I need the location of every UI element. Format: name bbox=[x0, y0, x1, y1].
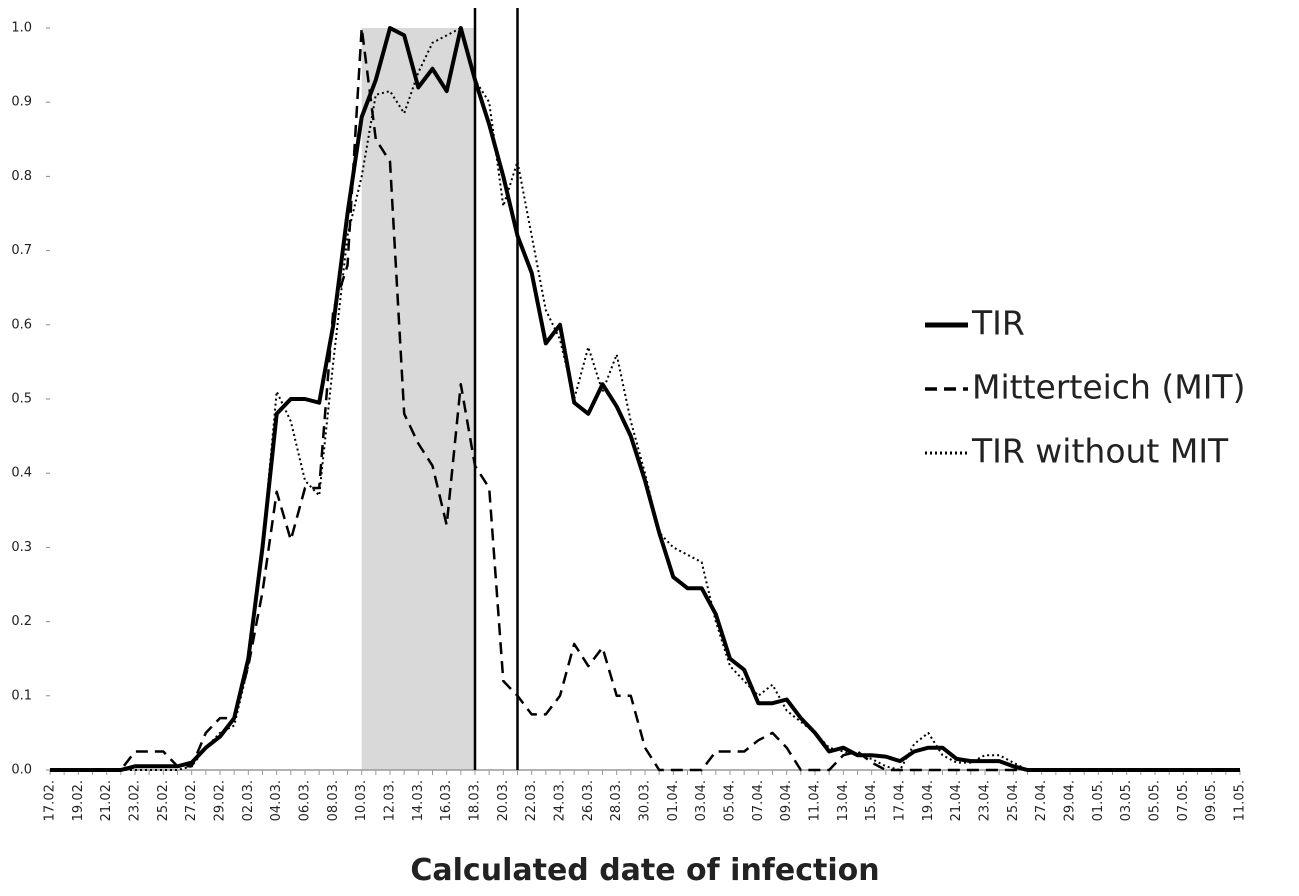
y-tick-label: 0.3 bbox=[11, 540, 32, 555]
y-tick-label: 0.0 bbox=[11, 763, 32, 778]
x-tick-label: 05.04. bbox=[723, 780, 738, 821]
x-tick-label: 01.05. bbox=[1091, 780, 1106, 821]
x-tick-label: 27.04. bbox=[1034, 780, 1049, 821]
x-tick-label: 07.04. bbox=[751, 780, 766, 821]
x-tick-label: 06.03. bbox=[298, 780, 313, 821]
y-tick-label: 0.5 bbox=[11, 392, 32, 407]
x-tick-label: 05.05. bbox=[1148, 780, 1163, 821]
x-tick-label: 20.03. bbox=[496, 780, 511, 821]
x-tick-label: 23.02. bbox=[128, 780, 143, 821]
x-tick-label: 19.02. bbox=[71, 780, 86, 821]
y-tick-label: 0.4 bbox=[11, 466, 32, 481]
x-tick-label: 09.04. bbox=[779, 780, 794, 821]
legend-label: TIR without MIT bbox=[971, 432, 1229, 471]
x-tick-label: 16.03. bbox=[439, 780, 454, 821]
y-tick-label: 0.8 bbox=[11, 169, 32, 184]
x-tick-label: 21.04. bbox=[949, 780, 964, 821]
x-tick-label: 02.03. bbox=[241, 780, 256, 821]
x-tick-label: 21.02. bbox=[99, 780, 114, 821]
x-tick-label: 10.03. bbox=[354, 780, 369, 821]
x-tick-label: 09.05. bbox=[1204, 780, 1219, 821]
x-tick-label: 18.03. bbox=[468, 780, 483, 821]
legend-label: Mitterteich (MIT) bbox=[972, 368, 1245, 407]
series-line bbox=[50, 27, 1240, 771]
x-tick-label: 22.03. bbox=[524, 780, 539, 821]
x-tick-label: 15.04. bbox=[864, 780, 879, 821]
legend-label: TIR bbox=[971, 304, 1025, 343]
x-tick-label: 29.02. bbox=[213, 780, 228, 821]
x-tick-label: 07.05. bbox=[1176, 780, 1191, 821]
x-tick-label: 26.03. bbox=[581, 780, 596, 821]
x-tick-label: 24.03. bbox=[553, 780, 568, 821]
y-tick-label: 0.7 bbox=[11, 243, 32, 258]
x-tick-label: 28.03. bbox=[609, 780, 624, 821]
x-tick-label: 19.04. bbox=[921, 780, 936, 821]
x-tick-label: 04.03. bbox=[269, 780, 284, 821]
x-tick-label: 12.03. bbox=[383, 780, 398, 821]
x-tick-label: 17.04. bbox=[893, 780, 908, 821]
x-tick-label: 11.05. bbox=[1233, 780, 1248, 821]
x-tick-label: 29.04. bbox=[1063, 780, 1078, 821]
x-tick-label: 25.04. bbox=[1006, 780, 1021, 821]
x-tick-label: 03.04. bbox=[694, 780, 709, 821]
x-tick-label: 14.03. bbox=[411, 780, 426, 821]
x-axis-title: Calculated date of infection bbox=[410, 853, 879, 888]
y-tick-label: 0.9 bbox=[11, 95, 32, 110]
x-tick-label: 11.04. bbox=[808, 780, 823, 821]
y-tick-label: 0.6 bbox=[11, 317, 32, 332]
highlight-band bbox=[361, 28, 475, 770]
x-tick-label: 27.02. bbox=[184, 780, 199, 821]
x-tick-label: 01.04. bbox=[666, 780, 681, 821]
x-tick-label: 23.04. bbox=[978, 780, 993, 821]
y-tick-label: 0.1 bbox=[11, 688, 32, 703]
y-tick-label: 1.0 bbox=[11, 21, 32, 36]
x-tick-label: 17.02. bbox=[43, 780, 58, 821]
x-tick-label: 25.02. bbox=[156, 780, 171, 821]
x-tick-label: 13.04. bbox=[836, 780, 851, 821]
x-tick-label: 08.03. bbox=[326, 780, 341, 821]
x-tick-label: 03.05. bbox=[1119, 780, 1134, 821]
y-tick-label: 0.2 bbox=[11, 614, 32, 629]
x-tick-label: 30.03. bbox=[638, 780, 653, 821]
